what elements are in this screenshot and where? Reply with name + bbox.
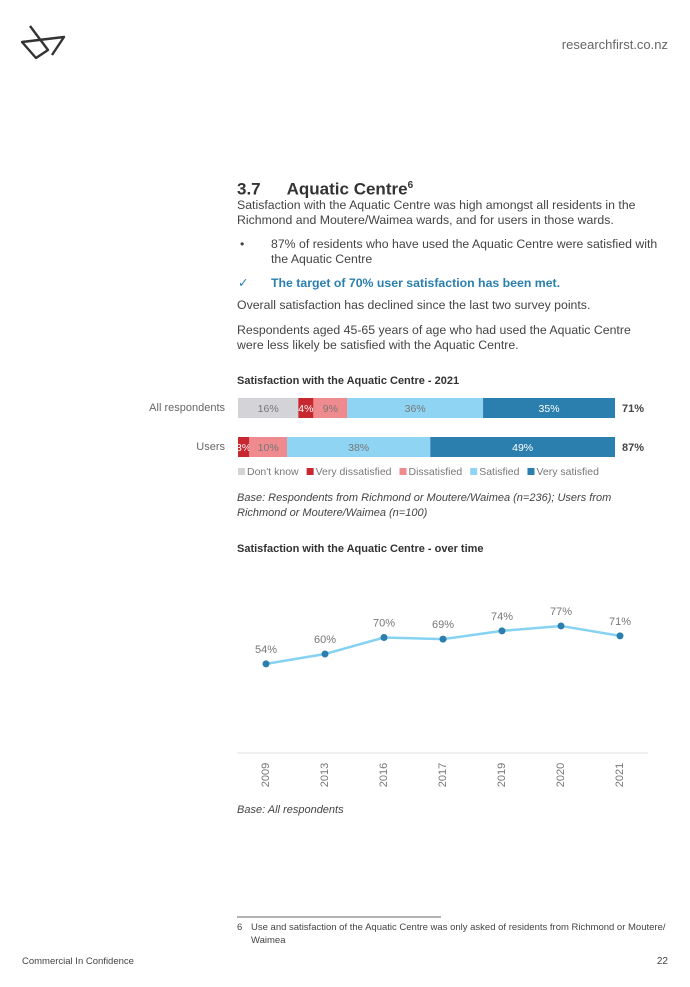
page-number: 22	[656, 956, 668, 967]
x-tick-label: 2016	[378, 763, 390, 787]
value-label: 38%	[348, 442, 369, 454]
chart-note: Base: All respondents	[237, 804, 344, 816]
highlight: The target of 70% user satisfaction has …	[271, 276, 561, 290]
bar-segment	[249, 437, 288, 457]
bar-segment	[483, 398, 615, 418]
value-label: 16%	[258, 403, 279, 415]
x-tick-label: 2017	[437, 763, 449, 787]
intro: Satisfaction with the Aquatic Centre was…	[237, 198, 636, 227]
value-label: 10%	[258, 442, 279, 454]
marker	[616, 632, 624, 640]
bullet: 87% of residents who have used the Aquat…	[271, 237, 658, 266]
footnote-number: 6	[237, 922, 243, 933]
bar-segment	[238, 398, 299, 418]
chart-title: Satisfaction with the Aquatic Centre - 2…	[237, 375, 460, 387]
x-tick-label: 2019	[496, 763, 508, 787]
section-heading: 3.7 Aquatic Centre6	[237, 176, 413, 200]
bar-segment	[313, 398, 348, 418]
chart-title: Satisfaction with the Aquatic Centre - o…	[237, 543, 484, 555]
marker	[498, 627, 506, 635]
category-label: All respondents	[149, 402, 225, 414]
value-label: 35%	[539, 403, 560, 415]
section-number: 3.7	[237, 179, 261, 199]
bar-segment	[238, 437, 250, 457]
value-label: 69%	[432, 619, 454, 631]
x-tick-label: 2020	[555, 763, 567, 787]
legend-swatch	[527, 468, 535, 475]
value-label: 54%	[255, 644, 277, 656]
legend-swatch	[470, 468, 478, 475]
legend-swatch	[399, 468, 407, 475]
value-label: 4%	[298, 403, 313, 415]
marker	[380, 634, 388, 641]
legend-swatch	[306, 468, 314, 475]
value-label: 71%	[609, 616, 631, 628]
marker	[439, 635, 447, 643]
paragraph: Overall satisfaction has declined since …	[237, 298, 591, 312]
section-title: Aquatic Centre	[286, 179, 408, 199]
value-label: 60%	[314, 634, 336, 646]
value-label: 3%	[236, 442, 251, 454]
legend-label: Dissatisfied	[409, 466, 463, 478]
x-tick-label: 2021	[614, 763, 626, 787]
website: researchfirst.co.nz	[561, 37, 668, 52]
footnote-ref: 6	[407, 180, 414, 191]
bar-segment	[347, 398, 484, 418]
chart-note: Base: Respondents from Richmond or Moute…	[237, 492, 612, 519]
bullet-mark: •	[240, 237, 245, 251]
legend-swatch	[238, 468, 245, 475]
paragraph: Respondents aged 45-65 years of age who …	[237, 323, 631, 352]
legend-label: Satisfied	[479, 466, 519, 478]
category-label: Users	[196, 441, 225, 453]
total-label: 71%	[622, 403, 644, 415]
footer-left: Commercial In Confidence	[22, 956, 134, 967]
bar-segment	[287, 437, 431, 457]
bar-segment	[430, 437, 615, 457]
footnote-text: Use and satisfaction of the Aquatic Cent…	[251, 922, 666, 946]
legend-label: Very dissatisfied	[316, 466, 392, 478]
check-mark: ✓	[238, 276, 249, 290]
legend-label: Don't know	[247, 466, 299, 478]
legend-label: Very satisfied	[536, 466, 599, 478]
value-label: 49%	[512, 442, 533, 454]
total-label: 87%	[622, 442, 644, 454]
marker	[321, 650, 329, 658]
value-label: 36%	[405, 403, 426, 415]
logo	[20, 25, 66, 60]
value-label: 77%	[550, 606, 572, 618]
value-label: 9%	[323, 403, 338, 415]
x-tick-label: 2009	[260, 763, 272, 787]
bar-segment	[298, 398, 314, 418]
marker	[262, 660, 270, 668]
x-tick-label: 2013	[319, 763, 331, 787]
value-label: 70%	[373, 617, 395, 629]
marker	[557, 622, 565, 630]
value-label: 74%	[491, 611, 513, 623]
